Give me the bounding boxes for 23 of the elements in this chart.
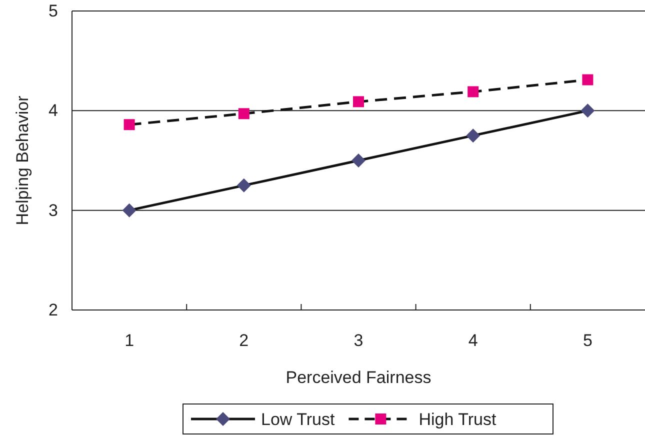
y-tick-label: 3 <box>48 200 58 220</box>
x-tick-label: 2 <box>239 331 249 350</box>
y-tick-label: 4 <box>48 101 58 120</box>
point <box>236 178 251 192</box>
x-axis-title: Perceived Fairness <box>286 368 432 387</box>
x-tick-label: 5 <box>582 331 592 350</box>
point <box>466 128 480 143</box>
point <box>582 74 594 86</box>
legend-label: Low Trust <box>261 410 335 429</box>
point <box>124 119 135 130</box>
point <box>122 203 136 218</box>
x-tick-label: 4 <box>468 331 478 350</box>
y-tick-label: 2 <box>48 300 58 320</box>
point <box>353 96 364 108</box>
x-tick-label: 3 <box>354 331 364 350</box>
point <box>352 154 366 168</box>
point <box>468 86 479 98</box>
legend-label: High Trust <box>418 410 496 429</box>
x-tick-label: 1 <box>124 331 134 350</box>
y-tick-label: 5 <box>48 1 58 20</box>
point <box>580 104 595 118</box>
point <box>238 108 250 120</box>
y-axis-title: Helping Behavior <box>13 95 32 226</box>
